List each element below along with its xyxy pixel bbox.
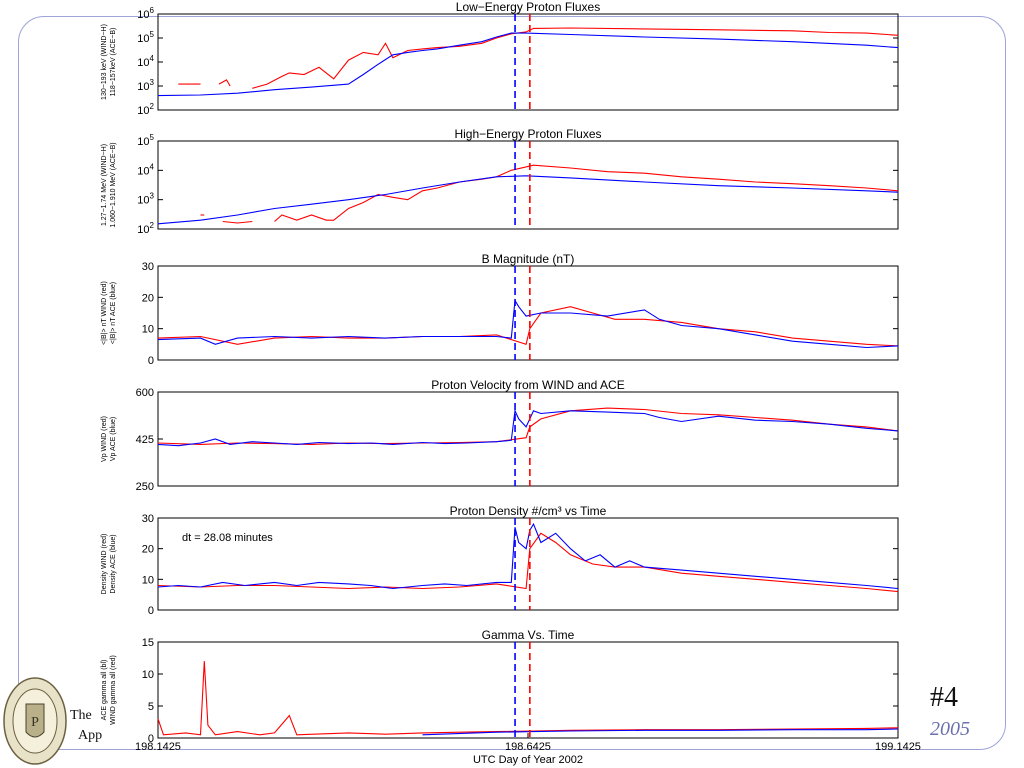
y-tick-label: 102: [137, 102, 154, 117]
y-tick-label: 10: [142, 669, 154, 681]
y-tick-label: 105: [137, 30, 154, 45]
y-tick-label: 20: [142, 544, 154, 556]
y-tick-label: 10: [142, 574, 154, 586]
slide-frame: [18, 16, 1006, 750]
footer-line-1: The: [70, 708, 92, 723]
ace-series-line: [157, 298, 899, 349]
y-tick-label: 15: [142, 637, 154, 649]
ace-series-line: [422, 728, 899, 736]
y-tick-exponent: 4: [150, 54, 155, 63]
y-axis-label: Density ACE (blue): [110, 534, 117, 593]
y-axis-label: Density WIND (red): [101, 534, 108, 595]
y-tick-exponent: 4: [150, 162, 155, 171]
y-tick-label: 20: [142, 292, 154, 304]
x-tick-label: 199.1425: [875, 741, 921, 753]
y-tick-exponent: 5: [150, 30, 155, 39]
y-tick-label: 102: [137, 221, 154, 236]
y-axis-label: 1.27−1.74 MeV (WIND−H): [101, 144, 108, 226]
panel-title: Proton Velocity from WIND and ACE: [431, 378, 624, 392]
plot-frame: [157, 265, 899, 361]
y-tick-label: 106: [137, 6, 154, 21]
panel-title: High−Energy Proton Fluxes: [454, 127, 601, 141]
y-axis-label: 130−193 keV (WIND−H): [101, 24, 108, 100]
slide-number: #4: [930, 682, 958, 713]
wind-series-line: [157, 532, 899, 593]
panel-4: Proton Velocity from WIND and ACE 250 425 6…: [101, 378, 899, 493]
panel-title: Gamma Vs. Time: [482, 628, 575, 642]
ace-series-line: [157, 175, 899, 225]
plot-frame: [157, 517, 899, 611]
panel-3: B Magnitude (nT) 0 10 20 30 <|B|> nT WIND (re…: [101, 252, 899, 367]
y-tick-label: 103: [137, 78, 154, 93]
svg-text:P: P: [31, 715, 39, 730]
panel-1: Low−Energy Proton Fluxes 102 103 104 105 106 1…: [101, 0, 899, 117]
university-seal-logo: P: [3, 677, 67, 765]
y-tick-label: 105: [137, 133, 154, 148]
y-tick-label: 30: [142, 513, 154, 525]
y-tick-label: 600: [136, 387, 154, 399]
wind-series-line: [252, 27, 899, 89]
y-axis-label: 1.060−1.910 MeV (ACE−B): [110, 142, 117, 227]
y-axis-label: <|B|> nT ACE (blue): [110, 282, 117, 344]
y-tick-label: 250: [136, 481, 154, 493]
y-axis-label: Vp ACE (blue): [110, 417, 117, 461]
plot-frame: [157, 140, 899, 230]
y-tick-label: 0: [148, 733, 154, 745]
y-tick-label: 103: [137, 192, 154, 207]
wind-series-line: [157, 306, 899, 347]
plot-frame: [157, 391, 899, 487]
y-axis-label: WIND gamma all (red): [110, 655, 117, 725]
panel-2: High−Energy Proton Fluxes 102 103 104 105 1.2…: [101, 127, 899, 236]
y-tick-label: 5: [148, 701, 154, 713]
wind-series-line: [218, 79, 231, 87]
x-axis-label: UTC Day of Year 2002: [473, 754, 583, 766]
wind-series-line: [157, 661, 899, 736]
ace-series-line: [157, 32, 899, 97]
y-tick-exponent: 2: [150, 102, 155, 111]
footer-year: 2005: [930, 718, 970, 740]
plot-frame: [157, 641, 899, 739]
ace-series-line: [157, 408, 899, 447]
panel-title: B Magnitude (nT): [482, 252, 575, 266]
y-axis-label: Vp WIND (red): [101, 416, 108, 462]
y-tick-label: 30: [142, 261, 154, 273]
wind-series-line: [274, 164, 899, 222]
y-tick-exponent: 2: [150, 221, 155, 230]
panel-5: Proton Density #/cm³ vs Time 0 10 20 30 Densi…: [101, 504, 899, 617]
y-tick-exponent: 3: [150, 192, 155, 201]
panel-title: Low−Energy Proton Fluxes: [456, 0, 600, 14]
y-tick-label: 0: [148, 605, 154, 617]
y-axis-label: ACE gamma all (bl): [101, 660, 108, 721]
y-tick-label: 104: [137, 54, 154, 69]
x-tick-label: 198.1425: [135, 741, 181, 753]
wind-series-line: [157, 407, 899, 445]
y-tick-label: 0: [148, 355, 154, 367]
footer-line-2: App: [78, 728, 103, 743]
wind-series-line: [222, 220, 253, 224]
y-axis-label: 118−157keV (ACE−B): [110, 28, 117, 97]
plot-frame: [157, 13, 899, 111]
y-tick-exponent: 3: [150, 78, 155, 87]
y-tick-label: 10: [142, 324, 154, 336]
y-tick-exponent: 5: [150, 133, 155, 142]
y-tick-label: 425: [136, 434, 154, 446]
panel-title: Proton Density #/cm³ vs Time: [450, 504, 607, 518]
ace-series-line: [157, 522, 899, 590]
y-tick-exponent: 6: [150, 6, 155, 15]
y-axis-label: <|B|> nT WIND (red): [101, 281, 108, 345]
y-tick-label: 104: [137, 162, 154, 177]
panel-annotation: dt = 28.08 minutes: [182, 532, 273, 544]
x-tick-label: 198.6425: [505, 741, 551, 753]
panel-6: Gamma Vs. Time 0 5 10 15 ACE gamma all (bl) WI…: [101, 628, 921, 766]
